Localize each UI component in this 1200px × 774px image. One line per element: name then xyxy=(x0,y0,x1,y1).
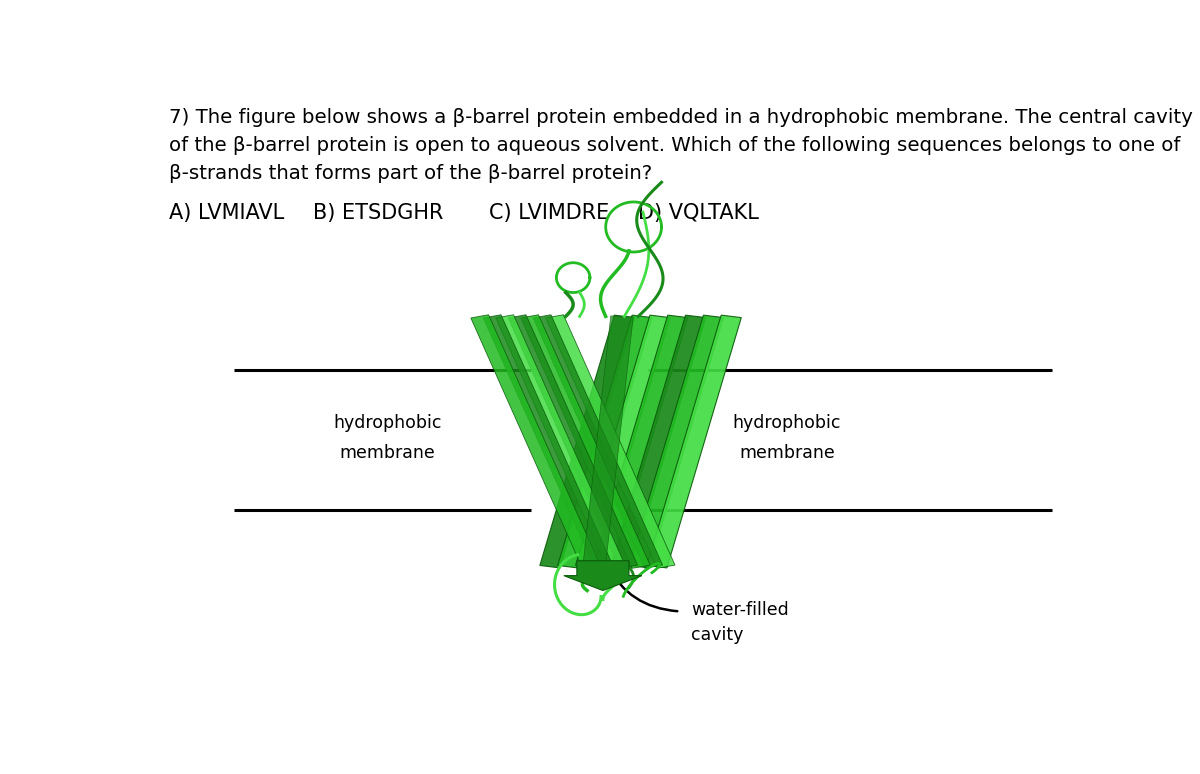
Text: membrane: membrane xyxy=(340,444,436,462)
Text: 7) The figure below shows a β-barrel protein embedded in a hydrophobic membrane.: 7) The figure below shows a β-barrel pro… xyxy=(168,108,1193,127)
Text: D) VQLTAKL: D) VQLTAKL xyxy=(638,203,760,223)
Polygon shape xyxy=(546,315,676,568)
Polygon shape xyxy=(576,315,670,568)
Text: β-strands that forms part of the β-barrel protein?: β-strands that forms part of the β-barre… xyxy=(168,164,652,183)
Polygon shape xyxy=(470,315,600,568)
Text: B) ETSDGHR: B) ETSDGHR xyxy=(313,203,443,223)
Polygon shape xyxy=(484,315,613,568)
Polygon shape xyxy=(509,315,637,568)
Polygon shape xyxy=(496,315,625,568)
Text: water-filled: water-filled xyxy=(691,601,790,618)
Polygon shape xyxy=(564,560,642,591)
Text: membrane: membrane xyxy=(739,444,835,462)
Text: hydrophobic: hydrophobic xyxy=(332,414,442,433)
Text: C) LVIMDRE: C) LVIMDRE xyxy=(490,203,610,223)
Text: A) LVMIAVL: A) LVMIAVL xyxy=(168,203,284,223)
Polygon shape xyxy=(611,315,706,568)
Polygon shape xyxy=(647,315,742,568)
Polygon shape xyxy=(583,316,634,567)
Polygon shape xyxy=(558,315,652,568)
Polygon shape xyxy=(593,315,688,568)
Polygon shape xyxy=(629,315,724,568)
Polygon shape xyxy=(521,315,650,568)
Text: hydrophobic: hydrophobic xyxy=(733,414,841,433)
Polygon shape xyxy=(533,315,662,568)
Text: of the β-barrel protein is open to aqueous solvent. Which of the following seque: of the β-barrel protein is open to aqueo… xyxy=(168,135,1180,155)
Text: cavity: cavity xyxy=(691,626,744,644)
Polygon shape xyxy=(540,315,635,568)
